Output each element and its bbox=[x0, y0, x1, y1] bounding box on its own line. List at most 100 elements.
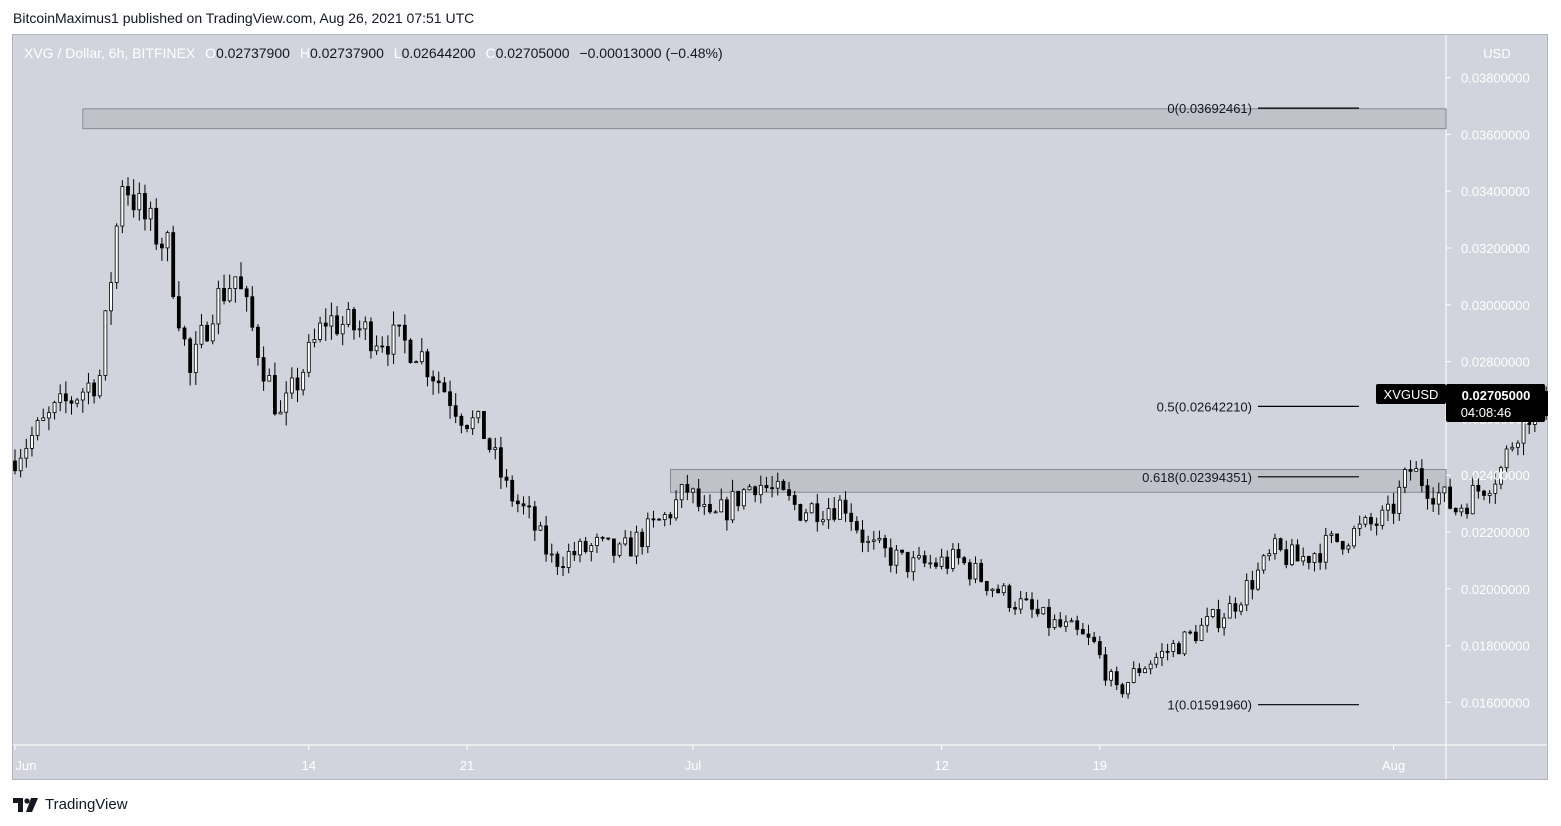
candle bbox=[210, 323, 215, 342]
candle bbox=[617, 543, 622, 556]
candle bbox=[1216, 609, 1221, 629]
candle bbox=[442, 382, 447, 393]
high-value: 0.02737900 bbox=[309, 45, 384, 61]
candle bbox=[532, 506, 537, 531]
candle bbox=[1001, 585, 1006, 594]
candle bbox=[1516, 442, 1520, 448]
price-tick-label: 0.01800000 bbox=[1461, 639, 1530, 654]
candle bbox=[24, 447, 29, 459]
candle bbox=[662, 514, 667, 521]
price-tick-label: 0.02000000 bbox=[1461, 582, 1530, 597]
candle bbox=[838, 499, 842, 520]
candle bbox=[470, 417, 475, 430]
candle bbox=[1301, 556, 1306, 562]
time-tick-label: 21 bbox=[460, 758, 474, 773]
candle bbox=[1193, 631, 1198, 641]
time-tick-label: Jun bbox=[16, 758, 37, 773]
candle bbox=[1318, 553, 1323, 563]
price-tick-label: 0.02400000 bbox=[1461, 468, 1530, 483]
candle bbox=[527, 505, 532, 508]
candle bbox=[832, 508, 837, 520]
candle bbox=[131, 194, 136, 211]
price-tick-label: 0.02800000 bbox=[1461, 355, 1530, 370]
candle bbox=[1278, 538, 1283, 551]
candle bbox=[589, 545, 594, 552]
candle bbox=[391, 324, 396, 355]
price-chart[interactable]: 0(0.03692461) 0.5(0.02642210) 0.618(0.0239… bbox=[12, 34, 1548, 780]
candle bbox=[1448, 486, 1452, 509]
brand-name: TradingView bbox=[45, 796, 128, 813]
candle bbox=[770, 487, 774, 490]
candle bbox=[515, 500, 520, 505]
time-tick-label: Aug bbox=[1382, 758, 1405, 773]
candle bbox=[86, 382, 91, 393]
time-tick-label: 14 bbox=[302, 758, 316, 773]
candle bbox=[436, 380, 441, 384]
close-value: 0.02705000 bbox=[495, 45, 570, 61]
candle bbox=[1148, 663, 1153, 670]
fib-label: 0(0.03692461) bbox=[1167, 101, 1252, 116]
candle bbox=[1544, 391, 1548, 416]
candle bbox=[159, 243, 164, 249]
candle bbox=[1199, 624, 1204, 641]
candle bbox=[363, 321, 368, 330]
candle bbox=[1052, 619, 1057, 628]
candle bbox=[148, 207, 153, 220]
candle bbox=[685, 484, 690, 493]
candle bbox=[883, 537, 887, 549]
price-tick-label: 0.03600000 bbox=[1461, 127, 1530, 142]
candle bbox=[154, 207, 159, 245]
candle bbox=[171, 232, 176, 298]
candle bbox=[1069, 620, 1074, 623]
candle bbox=[340, 324, 345, 335]
candle bbox=[1504, 448, 1509, 469]
symbol-legend[interactable]: XVG / Dollar, 6h, BITFINEX O0.02737900 H… bbox=[24, 45, 723, 61]
candle bbox=[1267, 553, 1272, 557]
price-tick-label: 0.03800000 bbox=[1461, 71, 1530, 86]
candle bbox=[945, 556, 950, 569]
candle bbox=[408, 339, 413, 363]
footer-brand[interactable]: TradingView bbox=[13, 796, 128, 813]
candle bbox=[775, 480, 780, 489]
candle bbox=[600, 536, 605, 539]
candle bbox=[939, 556, 944, 567]
candle bbox=[1470, 484, 1475, 515]
bar-countdown: 04:08:46 bbox=[1461, 405, 1512, 420]
candle bbox=[1165, 650, 1170, 653]
candle bbox=[911, 557, 916, 573]
candle bbox=[781, 480, 786, 491]
candle bbox=[1284, 549, 1289, 566]
time-axis-panel[interactable] bbox=[13, 745, 1446, 779]
last-price-badge[interactable]: XVGUSD 0.02705000 04:08:46 bbox=[1376, 384, 1545, 422]
candle bbox=[1154, 657, 1159, 665]
candles bbox=[13, 177, 1548, 699]
candle bbox=[109, 282, 113, 312]
candle bbox=[1182, 631, 1187, 655]
candle bbox=[555, 553, 560, 567]
candle bbox=[1013, 607, 1017, 610]
candle bbox=[1007, 585, 1012, 608]
candle bbox=[843, 499, 848, 514]
candle bbox=[453, 405, 458, 417]
candle bbox=[1256, 569, 1260, 590]
candle bbox=[679, 484, 684, 501]
candle bbox=[606, 537, 611, 540]
high-key: H bbox=[299, 45, 310, 61]
candle bbox=[1222, 617, 1226, 629]
candle bbox=[41, 417, 46, 421]
candle bbox=[80, 391, 85, 401]
candle bbox=[1035, 608, 1040, 615]
candle bbox=[1357, 523, 1362, 529]
candle bbox=[1143, 668, 1147, 673]
candle bbox=[63, 393, 68, 402]
candle bbox=[1403, 469, 1407, 488]
fib-label: 0.618(0.02394351) bbox=[1142, 470, 1252, 485]
candle bbox=[369, 321, 373, 352]
plot-area[interactable] bbox=[13, 35, 1446, 745]
candle bbox=[956, 548, 961, 559]
candle bbox=[623, 537, 628, 545]
candle bbox=[1493, 483, 1498, 494]
low-key: L bbox=[393, 45, 402, 61]
candle bbox=[18, 457, 23, 472]
candle bbox=[1453, 507, 1458, 513]
